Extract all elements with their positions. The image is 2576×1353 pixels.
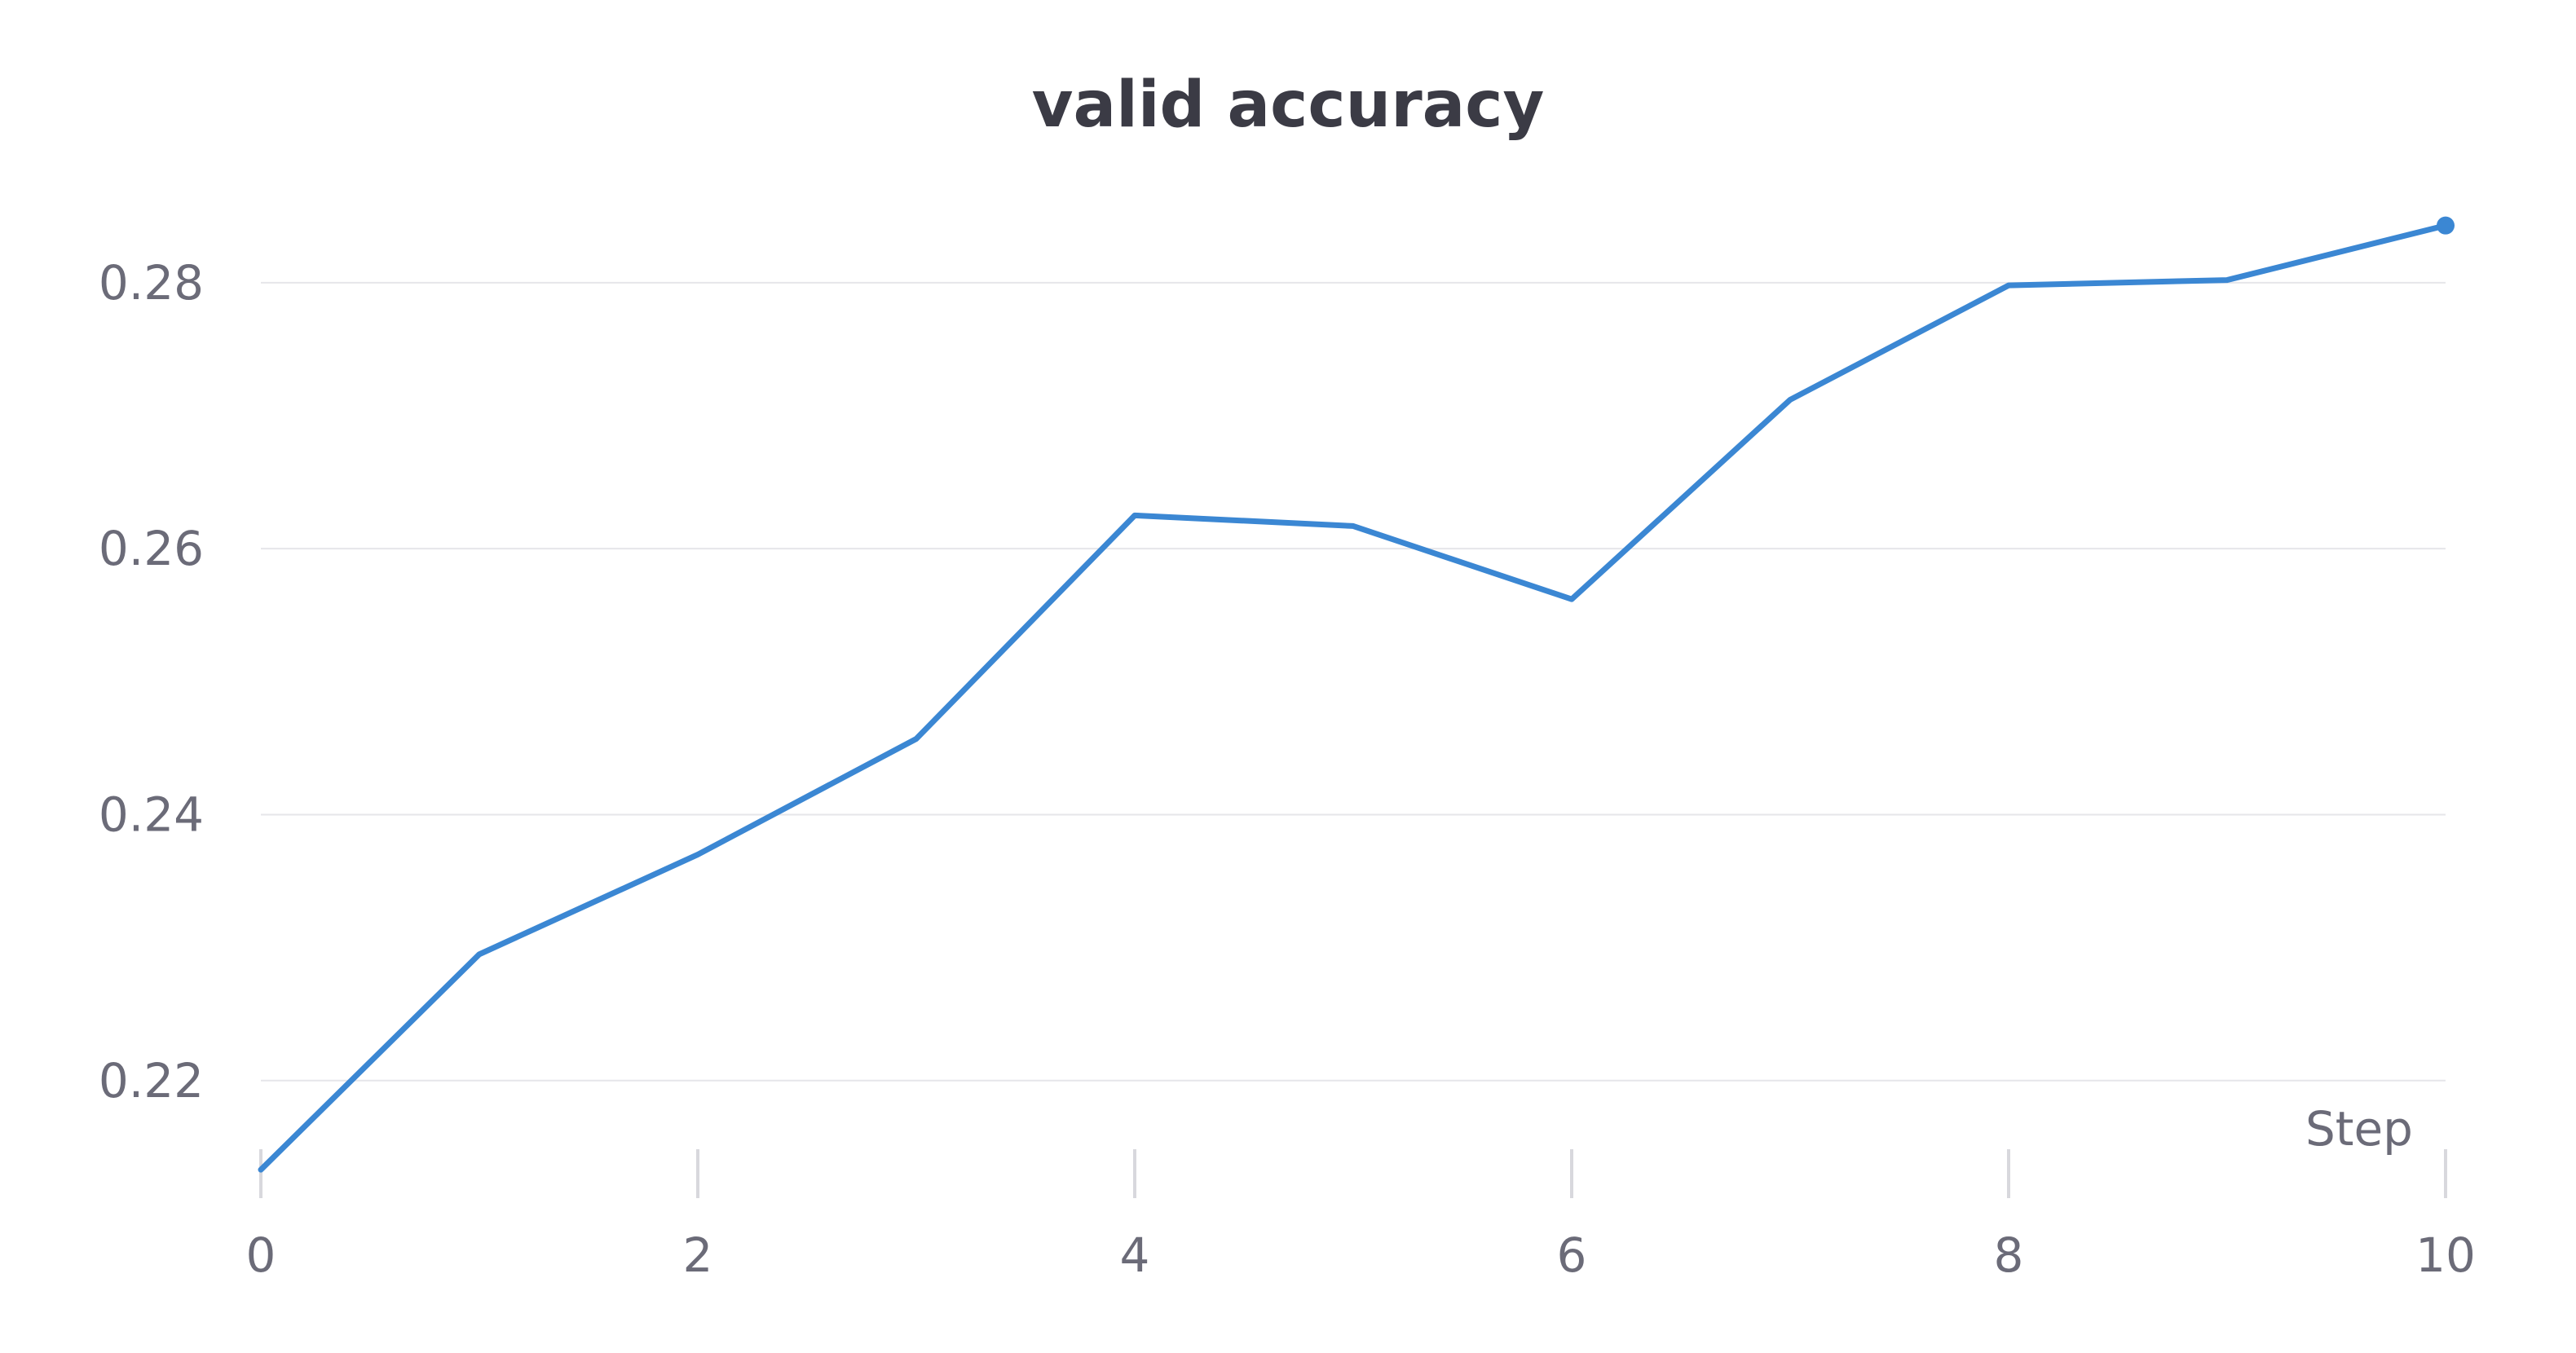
chart-title: valid accuracy [1032,68,1545,142]
series-line [258,223,2449,1173]
x-axis-ticks [259,1149,2447,1198]
x-tick-label: 10 [2415,1227,2476,1283]
series-layer [258,216,2455,1173]
x-tick-label: 8 [1994,1227,2024,1283]
x-tick-label: 4 [1120,1227,1150,1283]
y-tick-label: 0.28 [99,255,204,311]
x-axis-label: Step [2305,1101,2413,1157]
x-tick-label: 6 [1557,1227,1587,1283]
series-end-point [2437,216,2455,235]
y-axis-tick-labels: 0.22 0.24 0.26 0.28 [99,255,204,1108]
y-tick-label: 0.24 [99,787,204,842]
x-tick-label: 2 [683,1227,713,1283]
grid-lines [261,281,2446,1082]
y-tick-label: 0.22 [99,1053,204,1108]
x-axis-tick-labels: 0 2 4 6 8 10 [246,1227,2476,1283]
x-tick-label: 0 [246,1227,276,1283]
y-tick-label: 0.26 [99,521,204,576]
